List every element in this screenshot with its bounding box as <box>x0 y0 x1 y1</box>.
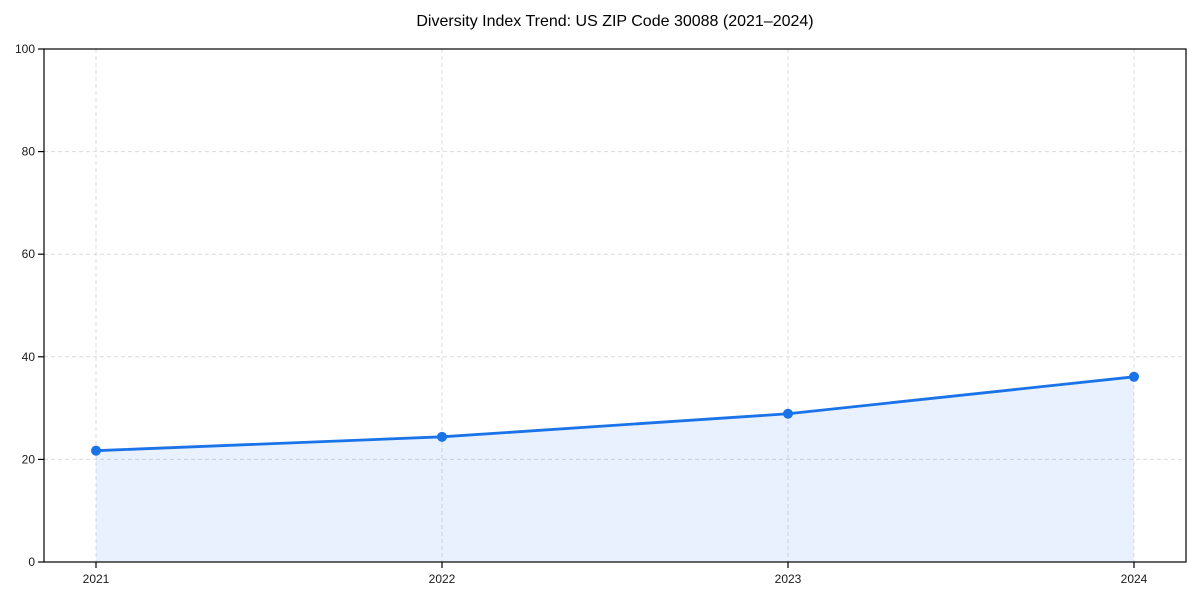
x-tick-label: 2021 <box>83 572 110 586</box>
y-tick-label: 80 <box>22 145 36 159</box>
x-tick-label: 2024 <box>1121 572 1148 586</box>
y-tick-label: 0 <box>28 555 35 569</box>
area-fill <box>96 376 1134 562</box>
y-tick-label: 40 <box>22 350 36 364</box>
data-point-2023 <box>783 408 793 419</box>
trend-line <box>94 375 1136 453</box>
data-point-2024 <box>1129 371 1139 382</box>
chart-title: Diversity Index Trend: US ZIP Code 30088… <box>416 13 814 30</box>
y-tick-label: 20 <box>22 452 36 466</box>
x-tick-label: 2022 <box>429 572 456 586</box>
y-tick-label: 60 <box>22 247 36 261</box>
plot-border <box>43 48 1187 563</box>
x-tick-label: 2023 <box>775 572 802 586</box>
data-point-2022 <box>437 431 447 442</box>
y-tick-label: 100 <box>15 42 35 56</box>
data-point-2021 <box>91 445 101 456</box>
